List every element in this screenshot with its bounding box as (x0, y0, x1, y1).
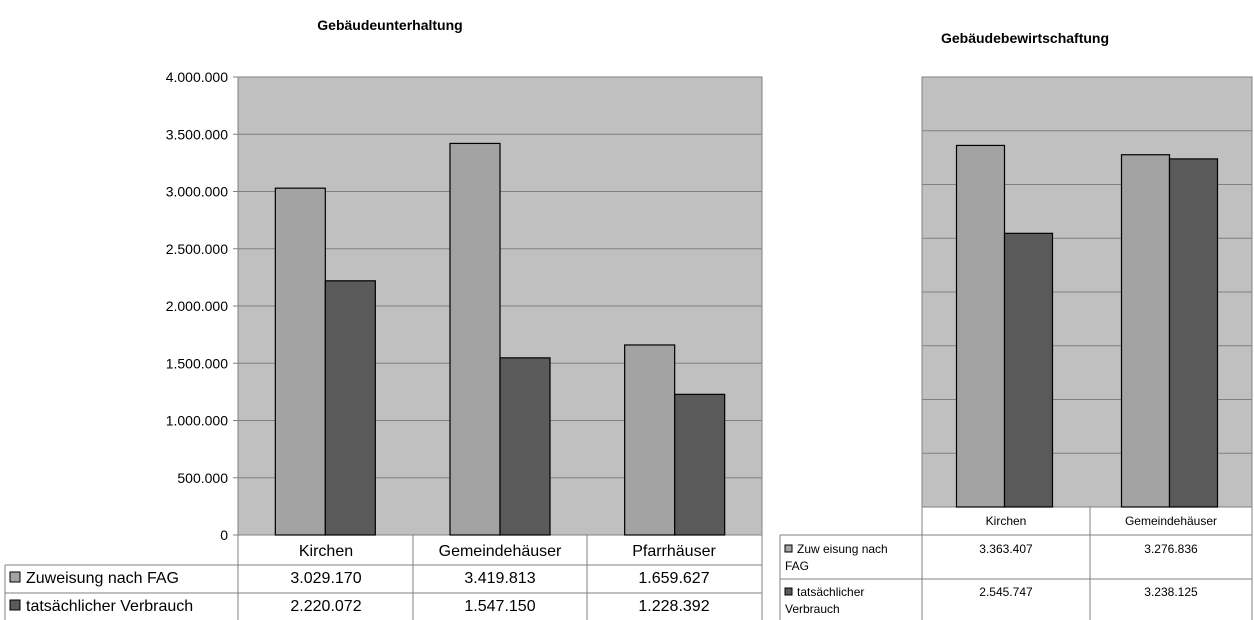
legend-label-series-1: Zuweisung nach FAG (26, 570, 179, 587)
data-label: 2.545.747 (979, 585, 1033, 599)
y-tick-label: 500.000 (177, 470, 228, 486)
y-tick-label: 3.000.000 (166, 184, 228, 200)
y-tick-label: 3.500.000 (166, 126, 228, 142)
data-label: 1.659.627 (638, 570, 709, 587)
legend-swatch-series-2 (784, 587, 793, 596)
legend-swatch-series-2 (9, 599, 21, 611)
data-label: 1.547.150 (464, 598, 535, 615)
chart-gebaeudeunterhaltung: Gebäudeunterhaltung 0 500.000 1.000.000 1.5… (9, 17, 763, 615)
data-table: Kirchen Gemeindehäuser Zuw eisung nach F… (784, 514, 1217, 616)
y-tick-label: 1.500.000 (166, 355, 228, 371)
y-tick-label: 0 (220, 527, 228, 543)
category-label: Kirchen (986, 514, 1027, 528)
legend-label-series-1: Zuw eisung nach FAG (785, 542, 891, 573)
bars (274, 142, 726, 536)
category-label: Kirchen (299, 543, 353, 560)
legend-label-line: FAG (785, 559, 809, 573)
y-tick-label: 2.000.000 (166, 298, 228, 314)
bar-series-2 (324, 280, 376, 536)
data-label: 3.238.125 (1144, 585, 1198, 599)
bar-series-2 (499, 357, 551, 536)
bar-series-2 (1003, 232, 1054, 508)
data-label: 3.276.836 (1144, 542, 1198, 556)
legend-label-series-2: tatsächlicher Verbrauch (26, 598, 193, 615)
data-label: 3.419.813 (464, 570, 535, 587)
data-table: Kirchen Gemeindehäuser Pfarrhäuser Zuwei… (9, 543, 716, 615)
data-label: 1.228.392 (638, 598, 709, 615)
legend-label-series-2: tatsächlicher Verbrauch (785, 585, 868, 616)
bar-series-1 (449, 142, 501, 536)
table-grid-lines (4, 507, 1253, 620)
category-label: Gemeindehäuser (439, 543, 562, 560)
data-label: 2.220.072 (290, 598, 361, 615)
legend-label-line: Zuw eisung nach (797, 542, 888, 556)
data-label: 3.363.407 (979, 542, 1033, 556)
legend-label-line: tatsächlicher (797, 585, 864, 599)
y-tick-labels: 0 500.000 1.000.000 1.500.000 2.000.000 2.500… (166, 69, 229, 543)
bar-series-1 (1120, 154, 1171, 508)
bar-series-1 (274, 187, 326, 536)
legend-swatch-series-1 (9, 571, 21, 583)
data-label: 3.029.170 (290, 570, 361, 587)
chart-title: Gebäudebewirtschaftung (941, 30, 1109, 46)
bar-series-1 (955, 144, 1006, 508)
bar-series-2 (1168, 158, 1219, 508)
y-tick-label: 4.000.000 (166, 69, 228, 85)
category-label: Gemeindehäuser (1125, 514, 1217, 528)
y-tick-label: 1.000.000 (166, 413, 228, 429)
chart-gebaeudebewirtschaftung: Gebäudebewirtschaftung Kirchen Gemeindeh… (784, 30, 1253, 616)
y-tick-label: 2.500.000 (166, 241, 228, 257)
bars (955, 144, 1219, 508)
legend-swatch-series-1 (784, 544, 793, 553)
category-label: Pfarrhäuser (632, 543, 716, 560)
bar-series-2 (674, 393, 726, 536)
legend-label-line: Verbrauch (785, 602, 840, 616)
chart-title: Gebäudeunterhaltung (317, 17, 462, 33)
bar-series-1 (624, 344, 676, 536)
